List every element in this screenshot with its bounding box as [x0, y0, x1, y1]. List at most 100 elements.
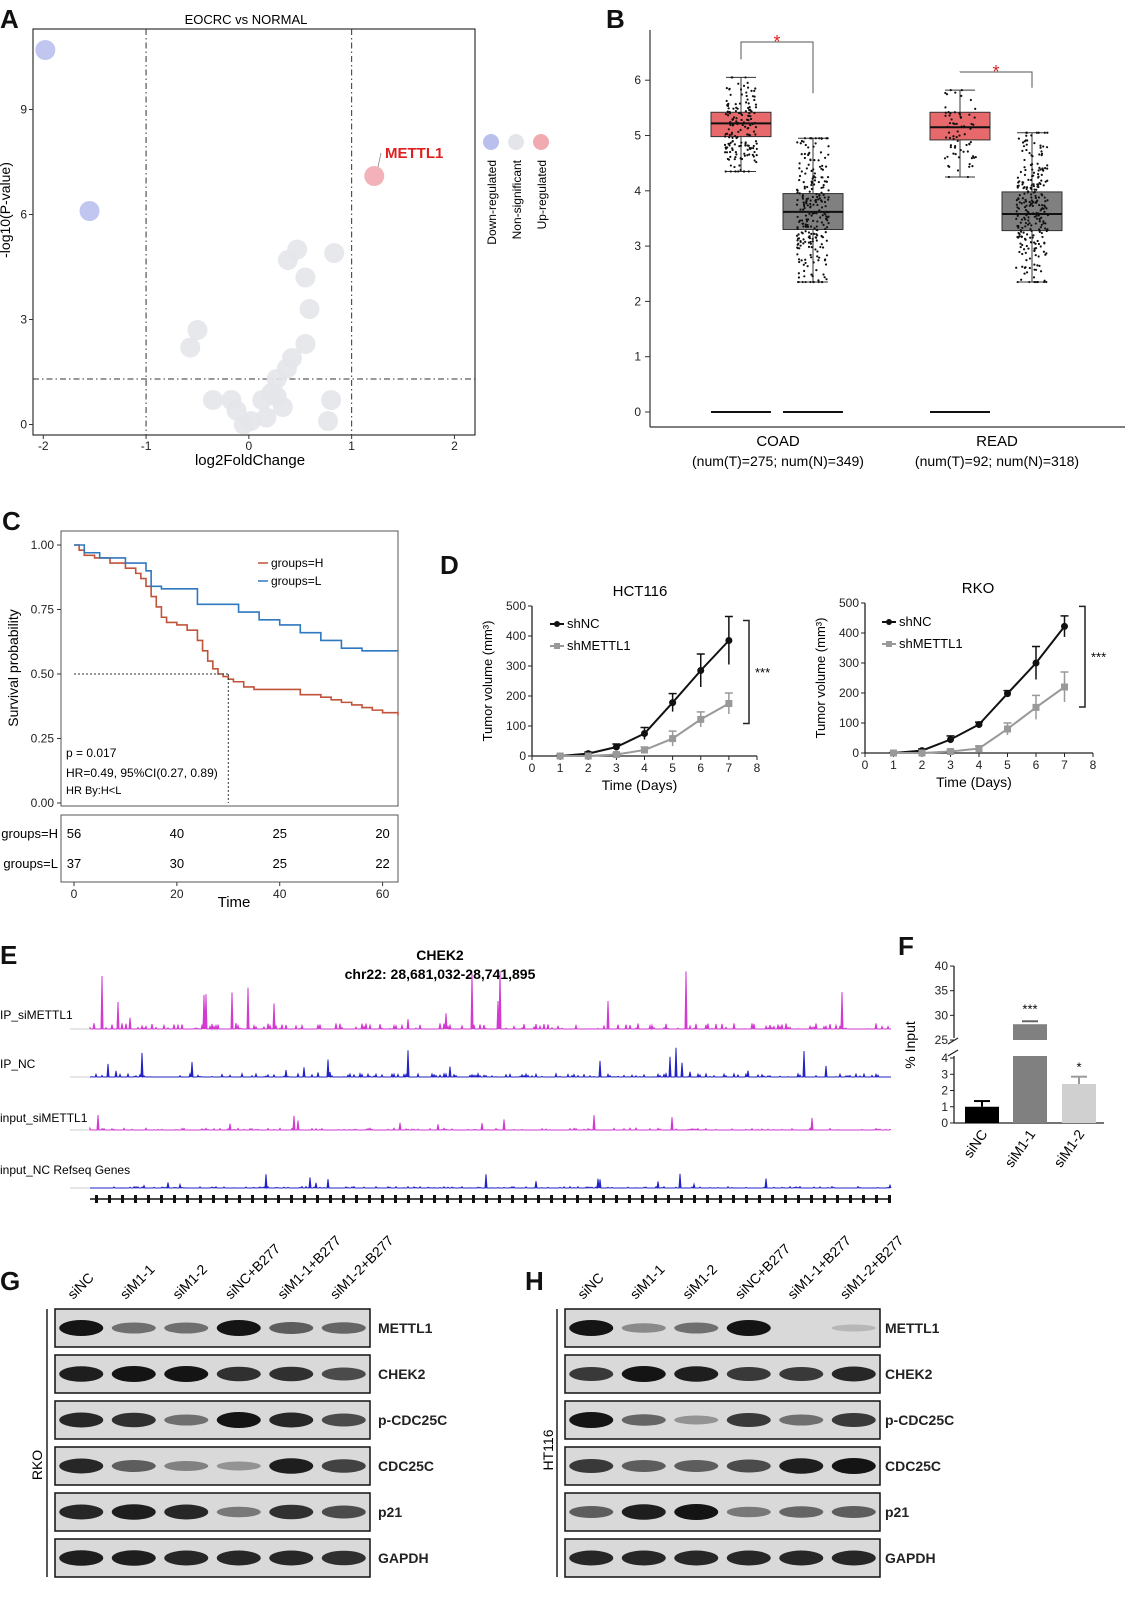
km-legend: groups=H groups=L — [258, 556, 323, 588]
exon — [329, 1195, 332, 1203]
box-jitter-point — [796, 191, 799, 194]
x-tick-label: 8 — [1090, 758, 1097, 772]
box-jitter-point — [1027, 216, 1030, 219]
box-jitter-point — [809, 240, 812, 244]
exon — [342, 1195, 345, 1203]
box-jitter-point — [1041, 194, 1044, 197]
box-jitter-point — [1036, 264, 1039, 267]
volcano-ylabel: -log10(P-value) — [0, 162, 13, 258]
box-jitter-point — [949, 112, 952, 115]
blot-band — [111, 1504, 156, 1520]
box-jitter-point — [813, 183, 816, 186]
y-tick-label: 0.75 — [31, 603, 55, 617]
data-point — [612, 743, 620, 751]
blot-band — [621, 1460, 666, 1472]
blot-band — [269, 1412, 314, 1428]
box-jitter-point — [1040, 173, 1043, 177]
box-jitter-point — [1040, 152, 1044, 155]
box-jitter-point — [807, 163, 810, 166]
x-tick-label: 4 — [641, 761, 648, 775]
box-jitter-point — [804, 240, 807, 243]
box-jitter-point — [968, 165, 971, 168]
box-jitter-point — [802, 203, 806, 206]
box-jitter-point — [805, 220, 809, 223]
risk-cell: 37 — [67, 856, 81, 871]
group-label-coad: COAD — [756, 433, 800, 450]
lane-label: siNC+B277 — [732, 1240, 794, 1302]
box-jitter-point — [1032, 191, 1035, 194]
blot-band — [269, 1550, 314, 1566]
box-jitter-point — [796, 253, 799, 256]
blot-band — [269, 1458, 314, 1474]
exon — [771, 1195, 774, 1203]
box-jitter-point — [956, 169, 960, 172]
box-jitter-point — [800, 259, 803, 262]
box-jitter-point — [806, 265, 809, 268]
box-jitter-point — [1030, 184, 1033, 187]
box-jitter-point — [801, 197, 805, 200]
volcano-xlabel: log2FoldChange — [195, 452, 305, 469]
box-jitter-point — [808, 190, 811, 193]
risk-cell: 30 — [170, 856, 184, 871]
blot-band — [674, 1550, 719, 1566]
box-jitter-point — [1015, 210, 1018, 213]
box-jitter-point — [729, 93, 732, 96]
box-jitter-point — [1025, 271, 1029, 274]
box-jitter-point — [824, 217, 828, 220]
blot-band — [621, 1323, 666, 1333]
volcano-ticks: -2 -1 0 1 2 0 3 6 9 — [20, 103, 458, 454]
box-jitter-point — [974, 155, 977, 159]
box-jitter-point — [737, 82, 740, 85]
legend-label: shMETTL1 — [899, 636, 963, 651]
box-jitter-point — [754, 133, 757, 136]
blot-band — [674, 1460, 719, 1472]
box-jitter-point — [1046, 214, 1050, 217]
box-jitter-point — [818, 256, 821, 259]
box-jitter-point — [753, 121, 756, 125]
input-bar-chart: 25 30 35 40 0 1 2 3 4 siNC *** siM1-1 * siM1-2 — [935, 959, 1104, 1170]
exon — [550, 1195, 553, 1203]
box-jitter-point — [1030, 178, 1033, 182]
blot-band — [164, 1322, 209, 1334]
significance-star: * — [773, 32, 780, 52]
box-jitter-point — [1023, 266, 1026, 269]
box-jitter-point — [820, 221, 824, 224]
box-jitter-point — [1030, 202, 1033, 205]
box-jitter-point — [1039, 226, 1042, 229]
box-jitter-point — [732, 107, 735, 110]
box-jitter-point — [736, 121, 740, 125]
box-jitter-point — [1043, 242, 1046, 245]
legend-label-down: Down-regulated — [485, 160, 499, 245]
box-jitter-point — [1023, 272, 1026, 275]
lane-label: siM1-2 — [679, 1261, 720, 1302]
box-jitter-point — [947, 164, 950, 168]
box-jitter-point — [1043, 205, 1047, 208]
km-legend-l: groups=L — [271, 574, 322, 588]
x-tick-label: 1 — [348, 439, 355, 453]
box-jitter-point — [952, 135, 955, 138]
box-jitter-point — [944, 111, 947, 114]
box-jitter-point — [974, 107, 977, 110]
box-jitter-point — [1041, 235, 1044, 239]
box-jitter-point — [946, 155, 949, 158]
box-jitter-point — [800, 139, 804, 143]
blot-band — [621, 1550, 666, 1566]
box-jitter-point — [798, 178, 801, 182]
box-jitter-point — [1033, 263, 1036, 266]
box-jitter-point — [963, 125, 966, 128]
box-jitter-point — [799, 239, 802, 243]
box-jitter-point — [1036, 162, 1039, 165]
volcano-point — [79, 201, 100, 221]
box-jitter-point — [748, 108, 751, 111]
box-jitter-point — [810, 181, 813, 185]
box-jitter-point — [813, 227, 816, 230]
box-jitter-point — [802, 222, 805, 225]
exon — [875, 1195, 878, 1203]
box-jitter-point — [1042, 280, 1046, 284]
box-jitter-point — [1025, 187, 1028, 191]
exon — [472, 1195, 475, 1203]
box-jitter-point — [1024, 251, 1027, 254]
blot-band — [674, 1415, 719, 1425]
box-jitter-point — [824, 258, 827, 261]
